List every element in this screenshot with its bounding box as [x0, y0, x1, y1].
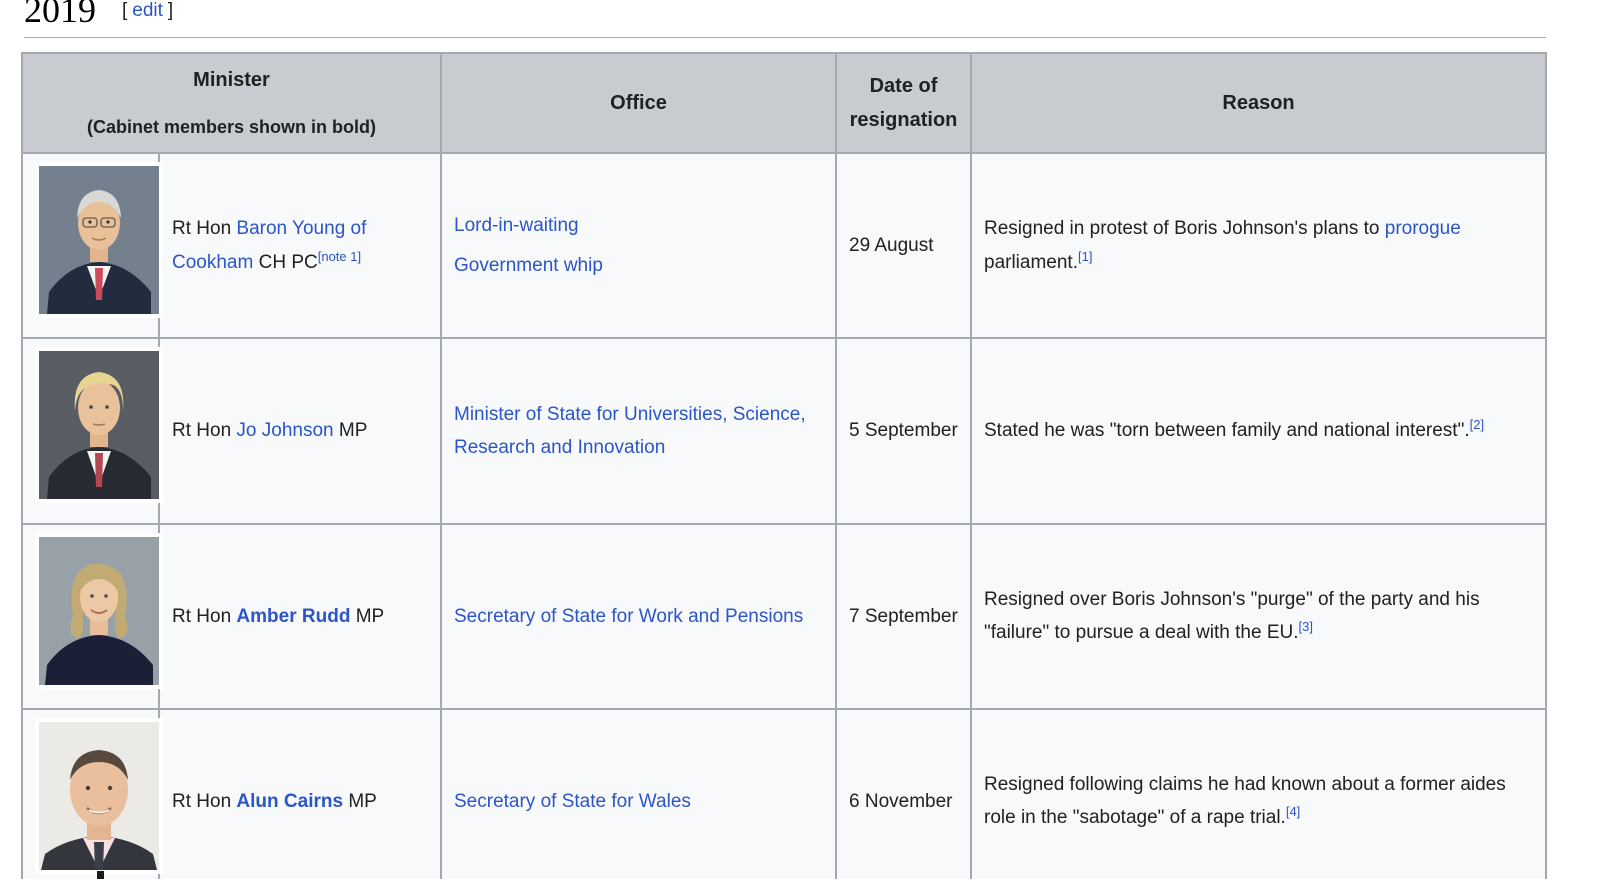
portrait-alun-cairns[interactable] — [35, 717, 163, 874]
table-row: Rt Hon Amber Rudd MP Secretary of State … — [21, 522, 1547, 710]
date-cell: 6 November — [835, 707, 972, 879]
office-link[interactable]: Minister of State for Universities, Scie… — [454, 403, 806, 458]
citation-ref-link[interactable]: [1] — [1078, 248, 1093, 264]
office-cell: Secretary of State for Wales — [440, 707, 837, 879]
minister-name-suffix: MP — [350, 605, 385, 627]
resignations-table: Minister (Cabinet members shown in bold)… — [21, 52, 1547, 879]
reason-text: Stated he was "torn between family and n… — [984, 420, 1470, 442]
portrait-jo-johnson[interactable] — [35, 347, 163, 504]
minister-photo-cell — [21, 522, 163, 710]
office-link[interactable]: Secretary of State for Wales — [454, 790, 691, 812]
minister-name-link[interactable]: Baron Young of Cookham — [172, 218, 367, 273]
minister-name-prefix: Rt Hon — [172, 218, 237, 240]
minister-name-suffix: MP — [333, 420, 368, 442]
citation-ref-link[interactable]: [3] — [1298, 619, 1313, 635]
office-link[interactable]: Government whip — [454, 254, 603, 276]
office-cell: Lord-in-waiting Government whip — [440, 151, 837, 340]
column-header-date: Date of resignation — [835, 52, 972, 154]
office-link[interactable]: Lord-in-waiting — [454, 215, 579, 237]
reason-text: Resigned in protest of Boris Johnson's p… — [984, 218, 1385, 240]
office-cell: Secretary of State for Work and Pensions — [440, 522, 837, 710]
minister-name-prefix: Rt Hon — [172, 790, 237, 812]
reason-inline-link[interactable]: prorogue — [1384, 218, 1461, 240]
edit-section: [edit] — [122, 0, 173, 22]
reason-cell: Resigned over Boris Johnson's "purge" of… — [970, 522, 1547, 710]
minister-name-suffix: MP — [343, 790, 377, 812]
date-cell: 29 August — [835, 151, 972, 340]
minister-name-cell: Rt Hon Amber Rudd MP — [158, 522, 442, 710]
partial-next-section-text — [97, 871, 104, 879]
minister-name-link[interactable]: Amber Rudd — [236, 605, 351, 627]
minister-photo-cell — [21, 707, 163, 879]
reason-cell: Resigned in protest of Boris Johnson's p… — [970, 151, 1547, 340]
reason-cell: Resigned following claims he had known a… — [970, 707, 1547, 879]
minister-name-link[interactable]: Jo Johnson — [236, 420, 334, 442]
minister-photo-cell — [21, 151, 163, 340]
portrait-amber-rudd[interactable] — [35, 532, 163, 689]
minister-name-cell: Rt Hon Baron Young of Cookham CH PC[note… — [158, 151, 442, 340]
date-cell: 5 September — [835, 337, 972, 525]
portrait-baron-young-of-cookham[interactable] — [35, 162, 163, 318]
minister-name-link[interactable]: Alun Cairns — [236, 790, 344, 812]
column-header-reason: Reason — [970, 52, 1547, 154]
office-link[interactable]: Secretary of State for Work and Pensions — [454, 605, 804, 627]
minister-name-prefix: Rt Hon — [172, 420, 237, 442]
minister-photo-cell — [21, 337, 163, 525]
minister-name-suffix: CH PC — [253, 251, 318, 273]
reason-text: Resigned over Boris Johnson's "purge" of… — [984, 588, 1480, 644]
minister-name-cell: Rt Hon Jo Johnson MP — [158, 337, 442, 525]
minister-name-prefix: Rt Hon — [172, 605, 237, 627]
section-heading: 2019 [edit] — [24, 0, 1546, 38]
table-header-row: Minister (Cabinet members shown in bold)… — [21, 52, 1547, 154]
citation-ref-link[interactable]: [4] — [1285, 804, 1301, 820]
edit-link[interactable]: edit — [132, 0, 163, 21]
date-cell: 7 September — [835, 522, 972, 710]
reason-cell: Stated he was "torn between family and n… — [970, 337, 1547, 525]
table-row: Rt Hon Jo Johnson MP Minister of State f… — [21, 337, 1547, 525]
citation-ref-link[interactable]: [2] — [1469, 417, 1485, 433]
reason-text: Resigned following claims he had known a… — [984, 774, 1506, 829]
office-cell: Minister of State for Universities, Scie… — [440, 337, 837, 525]
edit-close-bracket: ] — [167, 0, 174, 21]
reason-text: parliament. — [984, 251, 1078, 273]
minister-header-title: Minister — [193, 68, 270, 91]
section-title: 2019 — [24, 0, 96, 30]
table-row: Rt Hon Baron Young of Cookham CH PC[note… — [21, 151, 1547, 340]
note-ref-link[interactable]: [note 1] — [317, 248, 362, 264]
column-header-minister: Minister (Cabinet members shown in bold) — [21, 52, 442, 154]
edit-open-bracket: [ — [122, 0, 128, 21]
column-header-office: Office — [440, 52, 837, 154]
minister-header-subtitle: (Cabinet members shown in bold) — [86, 116, 377, 137]
table-row: Rt Hon Alun Cairns MP Secretary of State… — [21, 707, 1547, 879]
minister-name-cell: Rt Hon Alun Cairns MP — [158, 707, 442, 879]
